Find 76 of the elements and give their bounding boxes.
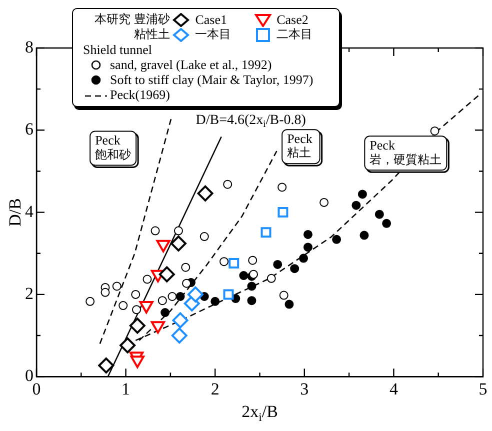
point	[200, 232, 209, 242]
point	[181, 262, 190, 272]
point	[112, 282, 122, 291]
point	[172, 312, 188, 328]
point	[382, 218, 392, 228]
y-tick-label: 8	[25, 37, 34, 56]
point	[168, 292, 177, 302]
point	[129, 318, 146, 334]
text: 粘性土	[133, 27, 170, 42]
point	[360, 230, 369, 240]
point	[278, 207, 288, 218]
x-tick-label: 1	[122, 379, 130, 398]
point	[248, 256, 258, 265]
point	[299, 254, 308, 263]
point	[332, 234, 342, 244]
annotation: Shield tunnel	[83, 42, 153, 57]
point	[86, 296, 95, 306]
y-tick-label: 2	[25, 284, 34, 303]
text: 本研究 豊浦砂	[93, 12, 170, 27]
point	[176, 292, 185, 302]
point	[266, 274, 276, 283]
point	[284, 300, 294, 309]
point	[142, 274, 152, 284]
point	[160, 308, 170, 318]
legend-label: Case1	[195, 12, 227, 27]
point	[158, 296, 167, 306]
point	[247, 296, 256, 306]
x-tick-label: 2	[210, 379, 220, 398]
point	[132, 305, 142, 314]
point	[98, 358, 114, 374]
point	[247, 282, 256, 291]
annotation: Peck 飽和砂	[95, 132, 132, 162]
point	[320, 198, 329, 207]
point	[358, 190, 367, 199]
annotation: Peck 岩，硬質粘土	[370, 138, 442, 166]
point	[279, 290, 288, 300]
point	[100, 288, 110, 297]
point	[273, 260, 282, 269]
point	[430, 126, 440, 136]
point	[239, 271, 248, 280]
y-tick-label: 0	[25, 366, 34, 386]
point	[150, 226, 160, 236]
y-tick-label: 6	[25, 120, 34, 139]
y-tick-label: 4	[25, 202, 34, 221]
point	[131, 290, 140, 299]
point	[174, 226, 183, 236]
x-tick-label: 4	[389, 379, 398, 398]
x-tick-label: 5	[478, 379, 488, 398]
point	[303, 230, 312, 239]
legend-label: Soft to stiff clay (Mair & Taylor, 1997)	[110, 72, 314, 87]
point	[374, 210, 384, 219]
point	[220, 257, 229, 266]
point	[118, 301, 128, 310]
legend-label: Peck(1969)	[110, 87, 170, 102]
point	[197, 185, 214, 202]
y-axis-title: D/B	[5, 198, 24, 226]
point	[223, 180, 232, 189]
point	[352, 200, 361, 210]
point	[223, 289, 234, 300]
point	[158, 266, 175, 282]
point	[278, 182, 287, 192]
point	[120, 337, 136, 354]
point	[290, 264, 300, 274]
point	[228, 258, 240, 268]
point	[170, 236, 186, 252]
legend-label: Case2	[276, 12, 308, 27]
point	[260, 227, 272, 238]
point	[303, 242, 312, 252]
legend-label: 二本目	[276, 27, 313, 42]
legend-label: 一本目	[195, 27, 232, 42]
point	[210, 296, 220, 306]
point	[171, 328, 188, 344]
annotation: Peck 粘土	[287, 131, 313, 160]
legend-label: sand, gravel (Lake et al., 1992)	[110, 57, 272, 72]
x-tick-label: 3	[300, 379, 309, 398]
point	[187, 286, 204, 302]
